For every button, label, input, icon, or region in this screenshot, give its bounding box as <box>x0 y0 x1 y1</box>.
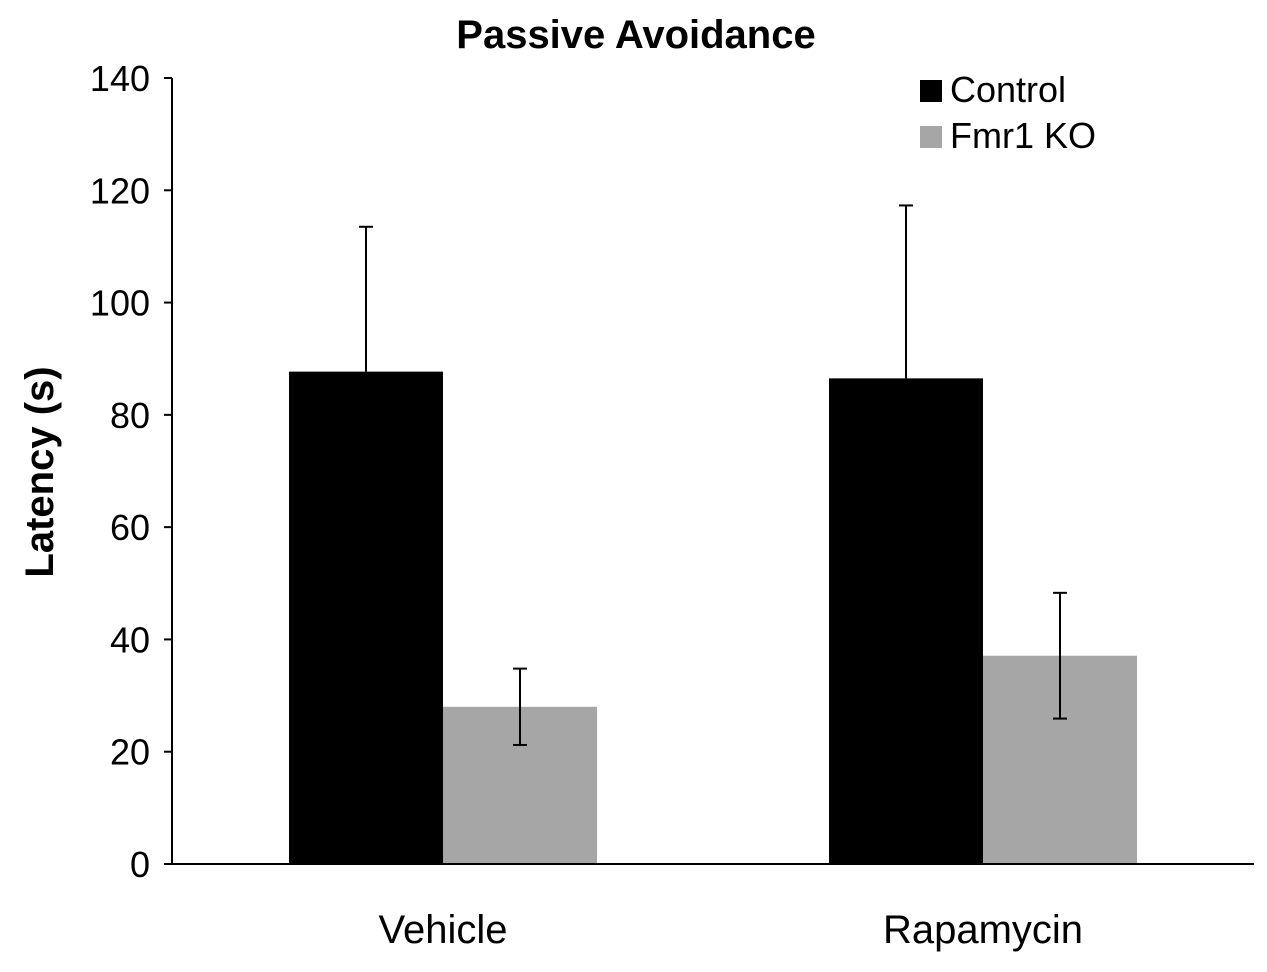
x-ticks-layer: Vehicle Rapamycin <box>379 908 1084 952</box>
chart-title: Passive Avoidance <box>456 13 815 57</box>
y-ticks-layer: 0 20 40 60 80 100 120 140 <box>90 58 172 885</box>
x-tick-label-rapamycin: Rapamycin <box>883 908 1083 952</box>
y-tick-label: 80 <box>110 395 150 436</box>
legend-label-control: Control <box>950 69 1066 110</box>
legend: Control Fmr1 KO <box>920 69 1096 156</box>
legend-label-fmr1-ko: Fmr1 KO <box>950 115 1096 156</box>
legend-swatch-fmr1-ko <box>920 126 942 148</box>
axes-layer <box>171 78 1254 865</box>
y-tick-label: 0 <box>130 844 150 885</box>
y-tick-label: 20 <box>110 732 150 773</box>
bar-control-vehicle <box>289 371 443 864</box>
y-axis-label: Latency (s) <box>18 366 62 577</box>
legend-swatch-control <box>920 80 942 102</box>
x-tick-label-vehicle: Vehicle <box>379 908 508 952</box>
y-tick-label: 140 <box>90 58 150 99</box>
y-tick-label: 120 <box>90 170 150 211</box>
bars-layer <box>289 371 1137 864</box>
y-tick-label: 100 <box>90 283 150 324</box>
y-tick-label: 40 <box>110 619 150 660</box>
bar-control-rapamycin <box>829 378 983 864</box>
y-tick-label: 60 <box>110 507 150 548</box>
error-bars-layer <box>359 204 1067 746</box>
